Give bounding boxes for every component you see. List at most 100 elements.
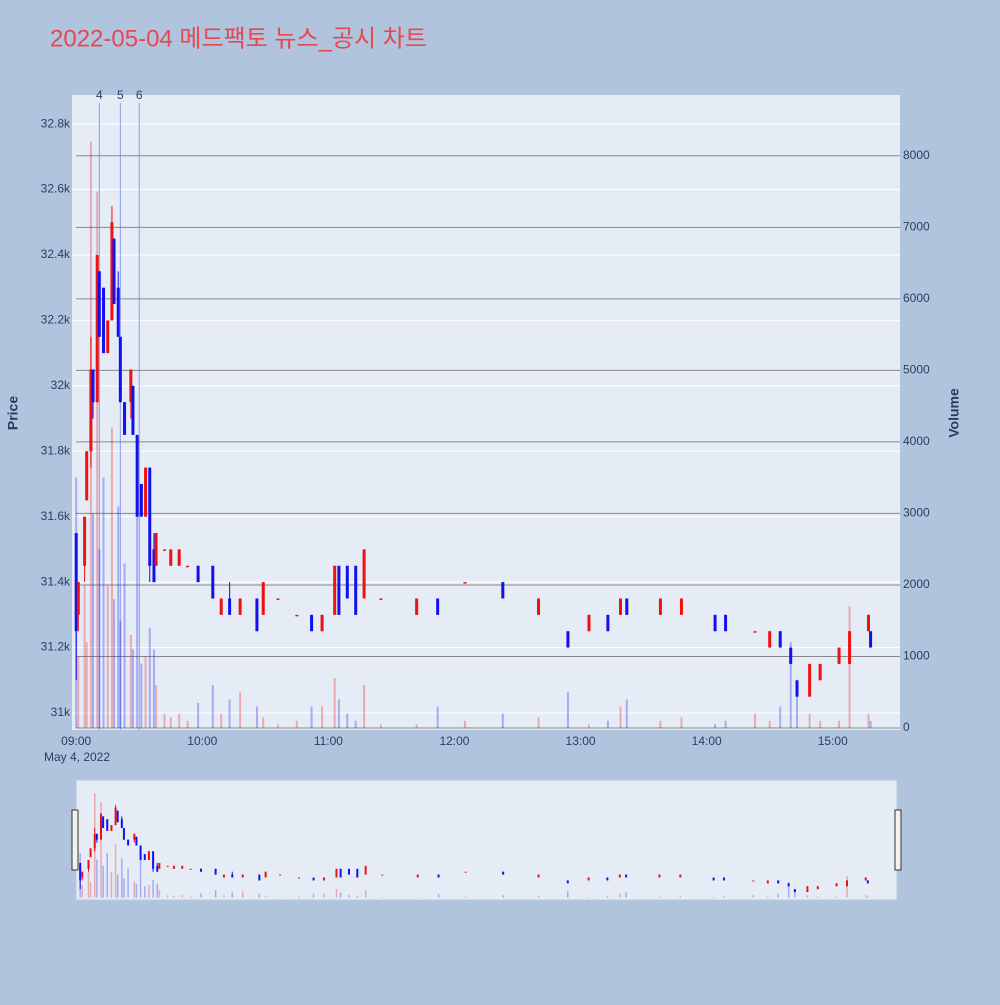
slider-candle-body — [679, 874, 682, 878]
slider-volume-bar — [723, 896, 725, 898]
slider-volume-bar — [231, 892, 234, 898]
volume-bar — [129, 635, 132, 728]
annotation-label: 4 — [96, 88, 103, 102]
candle-body — [102, 287, 106, 354]
volume-bar — [869, 720, 872, 728]
slider-candle-body — [297, 877, 300, 879]
candle-body — [625, 598, 629, 615]
candle-body — [196, 565, 200, 583]
candle-body — [606, 614, 610, 632]
slider-candle-body — [712, 877, 715, 881]
slider-volume-bar — [144, 886, 146, 898]
y-tick-label: 31.6k — [41, 509, 71, 523]
volume-bar — [808, 713, 811, 728]
slider-volume-bar — [787, 882, 790, 898]
range-slider[interactable] — [75, 779, 898, 901]
slider-candle-body — [114, 807, 117, 826]
volume-bar — [77, 656, 80, 728]
slider-volume-bar — [356, 896, 359, 898]
y-axis-title: Price — [5, 396, 21, 430]
slider-candle-body — [347, 868, 350, 875]
candle-body — [255, 598, 259, 632]
slider-volume-bar — [416, 897, 419, 898]
slider-volume-bar — [335, 888, 338, 898]
slider-volume-bar — [817, 896, 819, 898]
candle-body — [337, 565, 341, 615]
slider-candle-body — [723, 877, 726, 881]
slider-volume-bar — [116, 874, 119, 898]
volume-bar — [379, 724, 382, 728]
slider-candle-body — [102, 816, 105, 829]
candle-body — [724, 614, 728, 632]
volume-bar — [119, 620, 122, 728]
slider-volume-bar — [100, 802, 102, 898]
volume-bar — [680, 717, 683, 728]
slider-volume-bar — [806, 895, 809, 898]
y-tick-label: 32.8k — [41, 116, 71, 130]
slider-volume-bar — [835, 896, 838, 898]
y2-tick-label: 6000 — [903, 291, 930, 305]
volume-bar — [255, 706, 258, 728]
y-tick-label: 31.2k — [41, 640, 71, 654]
volume-bar — [85, 642, 88, 728]
volume-bar — [295, 720, 298, 728]
slider-candle-body — [200, 868, 203, 872]
candle-body — [219, 598, 223, 615]
volume-bar — [148, 627, 151, 728]
slider-volume-bar — [298, 896, 300, 898]
volume-bar — [415, 724, 418, 728]
slider-volume-bar — [214, 890, 217, 898]
candle-body — [131, 385, 135, 435]
slider-candle-body — [258, 874, 261, 881]
volume-bar — [102, 477, 105, 728]
candle-body — [501, 582, 505, 599]
plot-area — [72, 95, 900, 730]
candle-body — [837, 647, 841, 664]
candle-body — [295, 614, 299, 617]
volume-bar — [333, 677, 336, 728]
candle-body — [463, 582, 467, 584]
slider-candle-body — [816, 886, 819, 890]
candle-body — [818, 663, 822, 681]
y-tick-label: 32.6k — [41, 182, 71, 196]
volume-bar — [625, 699, 628, 728]
candle-body — [89, 369, 93, 452]
slider-volume-bar — [148, 884, 150, 898]
slider-candle-body — [356, 868, 359, 878]
candle-body — [345, 565, 349, 599]
candle-body — [135, 434, 139, 517]
y-tick-label: 32k — [51, 378, 71, 392]
x-tick-label: 14:00 — [692, 734, 722, 748]
candle-body — [186, 565, 190, 568]
volume-bar — [867, 713, 870, 728]
y2-tick-label: 7000 — [903, 219, 930, 233]
slider-candle-body — [110, 825, 113, 831]
volume-bar — [436, 706, 439, 728]
slider-candle-body — [658, 874, 661, 878]
slider-volume-bar — [658, 896, 661, 898]
slider-handle[interactable] — [894, 809, 902, 871]
slider-volume-bar — [867, 896, 869, 898]
x-tick-label: 10:00 — [187, 734, 217, 748]
slider-candle-body — [787, 883, 790, 887]
slider-volume-bar — [679, 895, 682, 898]
slider-volume-bar — [312, 893, 315, 898]
candle-body — [415, 598, 419, 615]
slider-candle-body — [106, 819, 109, 831]
slider-volume-bar — [777, 893, 779, 898]
volume-bar — [211, 685, 214, 728]
y2-tick-label: 1000 — [903, 649, 930, 663]
candle-body — [354, 565, 358, 615]
candle-body — [129, 369, 133, 403]
slider-volume-bar — [121, 858, 123, 898]
candle-body — [566, 631, 570, 648]
volume-bar — [169, 717, 172, 728]
slider-candle-body — [95, 833, 98, 840]
slider-volume-bar — [114, 844, 117, 898]
slider-handle[interactable] — [71, 809, 79, 871]
slider-volume-bar — [200, 893, 202, 898]
slider-candle-body — [166, 865, 169, 867]
slider-candle-body — [364, 865, 367, 875]
slider-candle-body — [81, 871, 84, 878]
slider-candle-body — [866, 880, 869, 884]
